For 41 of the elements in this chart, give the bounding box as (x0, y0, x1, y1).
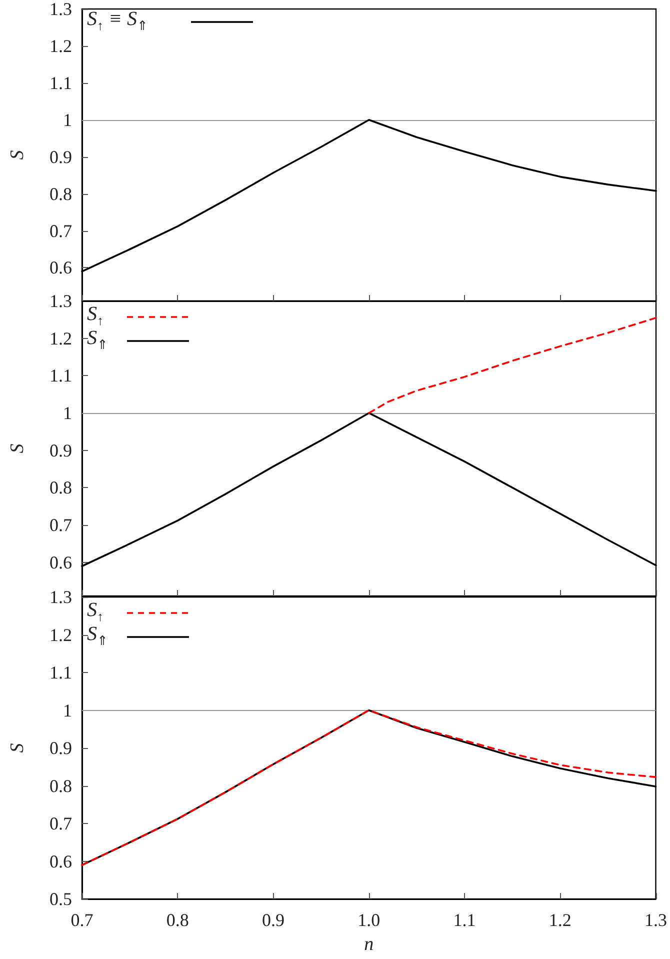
y-tick-label: 0.7 (50, 515, 72, 536)
x-tick-label: 0.8 (166, 910, 189, 930)
y-tick-label: 1.3 (50, 291, 72, 311)
y-axis-title: S (7, 150, 28, 160)
x-tick-label: 0.9 (262, 910, 284, 930)
x-tick-label: 1.3 (644, 910, 667, 930)
y-tick-label: 0.5 (50, 889, 72, 909)
legend-label: S$_{↑}$ (87, 598, 104, 624)
x-tick-label: 1.0 (358, 910, 380, 930)
y-tick-label: 0.7 (50, 814, 72, 834)
x-tick-label: 1.2 (548, 910, 572, 930)
y-tick-label: 1 (63, 403, 72, 424)
y-tick-label: 1.1 (50, 366, 72, 386)
line-series (368, 316, 657, 414)
y-tick-label: 0.8 (50, 776, 72, 796)
y-tick-label: 1.3 (50, 0, 72, 19)
y-tick-label: 0.6 (50, 552, 72, 572)
y-tick-label: 1.1 (50, 72, 72, 93)
legend-label: S$_{↑}$ (87, 302, 104, 328)
y-tick-label: 1.3 (50, 587, 72, 607)
y-tick-label: 0.8 (50, 478, 72, 498)
x-axis-title: n (364, 934, 374, 955)
y-tick-label: 1.2 (50, 328, 72, 348)
legend-label: S$_{↑}$ ≡ S$_{⇑}$ (87, 8, 149, 34)
legend-label: S$_{⇑}$ (87, 622, 109, 650)
y-tick-label: 0.9 (50, 440, 72, 460)
y-tick-label: 1 (63, 110, 72, 130)
x-tick-label: 1.1 (453, 910, 476, 930)
y-axis-title: S (7, 742, 28, 753)
y-tick-label: 0.6 (50, 851, 72, 872)
y-tick-label: 0.6 (50, 258, 72, 278)
y-tick-label: 0.9 (50, 146, 72, 167)
y-tick-label: 1.2 (50, 36, 72, 56)
y-tick-label: 0.8 (50, 184, 72, 204)
y-tick-label: 0.9 (50, 738, 72, 758)
y-tick-label: 0.7 (50, 220, 72, 241)
y-tick-label: 1.1 (50, 662, 72, 682)
y-tick-label: 1.2 (50, 624, 72, 645)
y-axis-title: S (7, 443, 28, 454)
legend-label: S$_{⇑}$ (87, 326, 109, 354)
y-tick-label: 1 (63, 700, 72, 720)
